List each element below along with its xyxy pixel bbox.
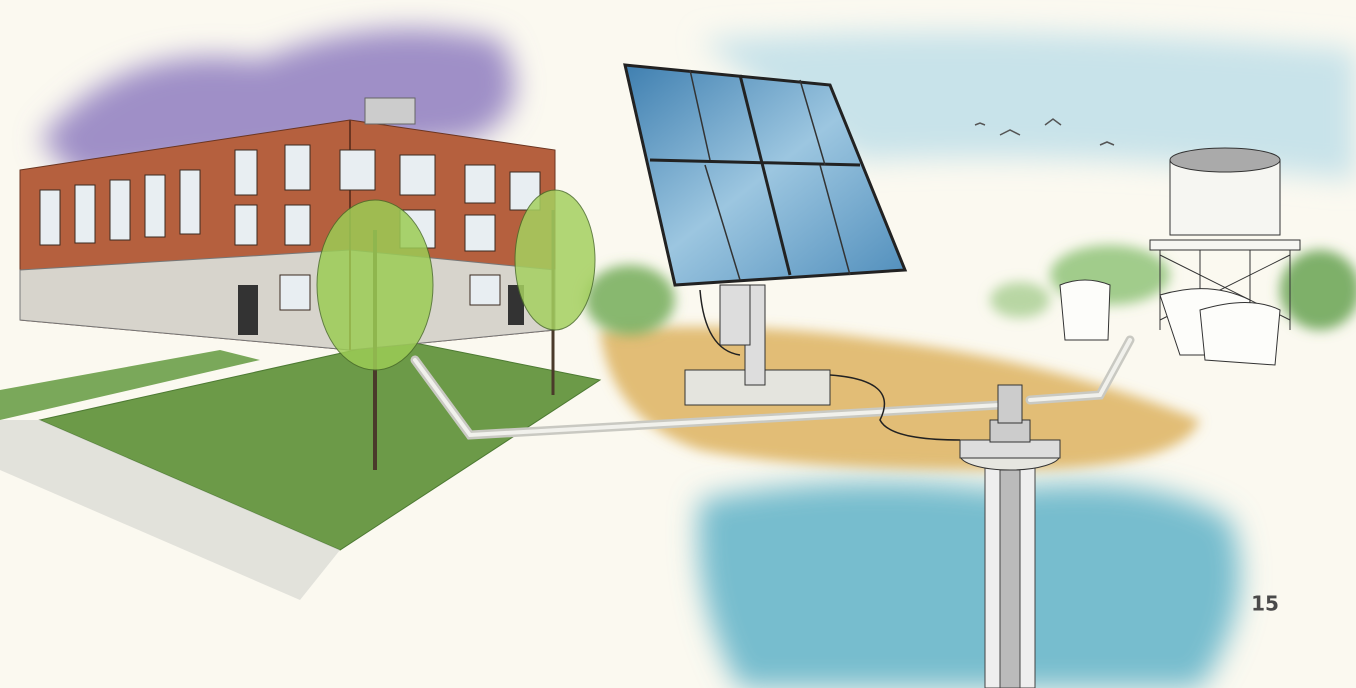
solar-panel (623, 63, 961, 441)
cows (1059, 279, 1281, 366)
sidewalk (0, 420, 340, 600)
groundwater (698, 482, 1240, 688)
birds (974, 118, 1115, 146)
trees (316, 189, 596, 470)
lawn-left (0, 350, 260, 420)
well (959, 384, 1061, 688)
water-tower (1149, 147, 1301, 330)
lawn (38, 339, 602, 551)
bushes (585, 245, 1356, 335)
page-number: 15 (1251, 592, 1279, 616)
